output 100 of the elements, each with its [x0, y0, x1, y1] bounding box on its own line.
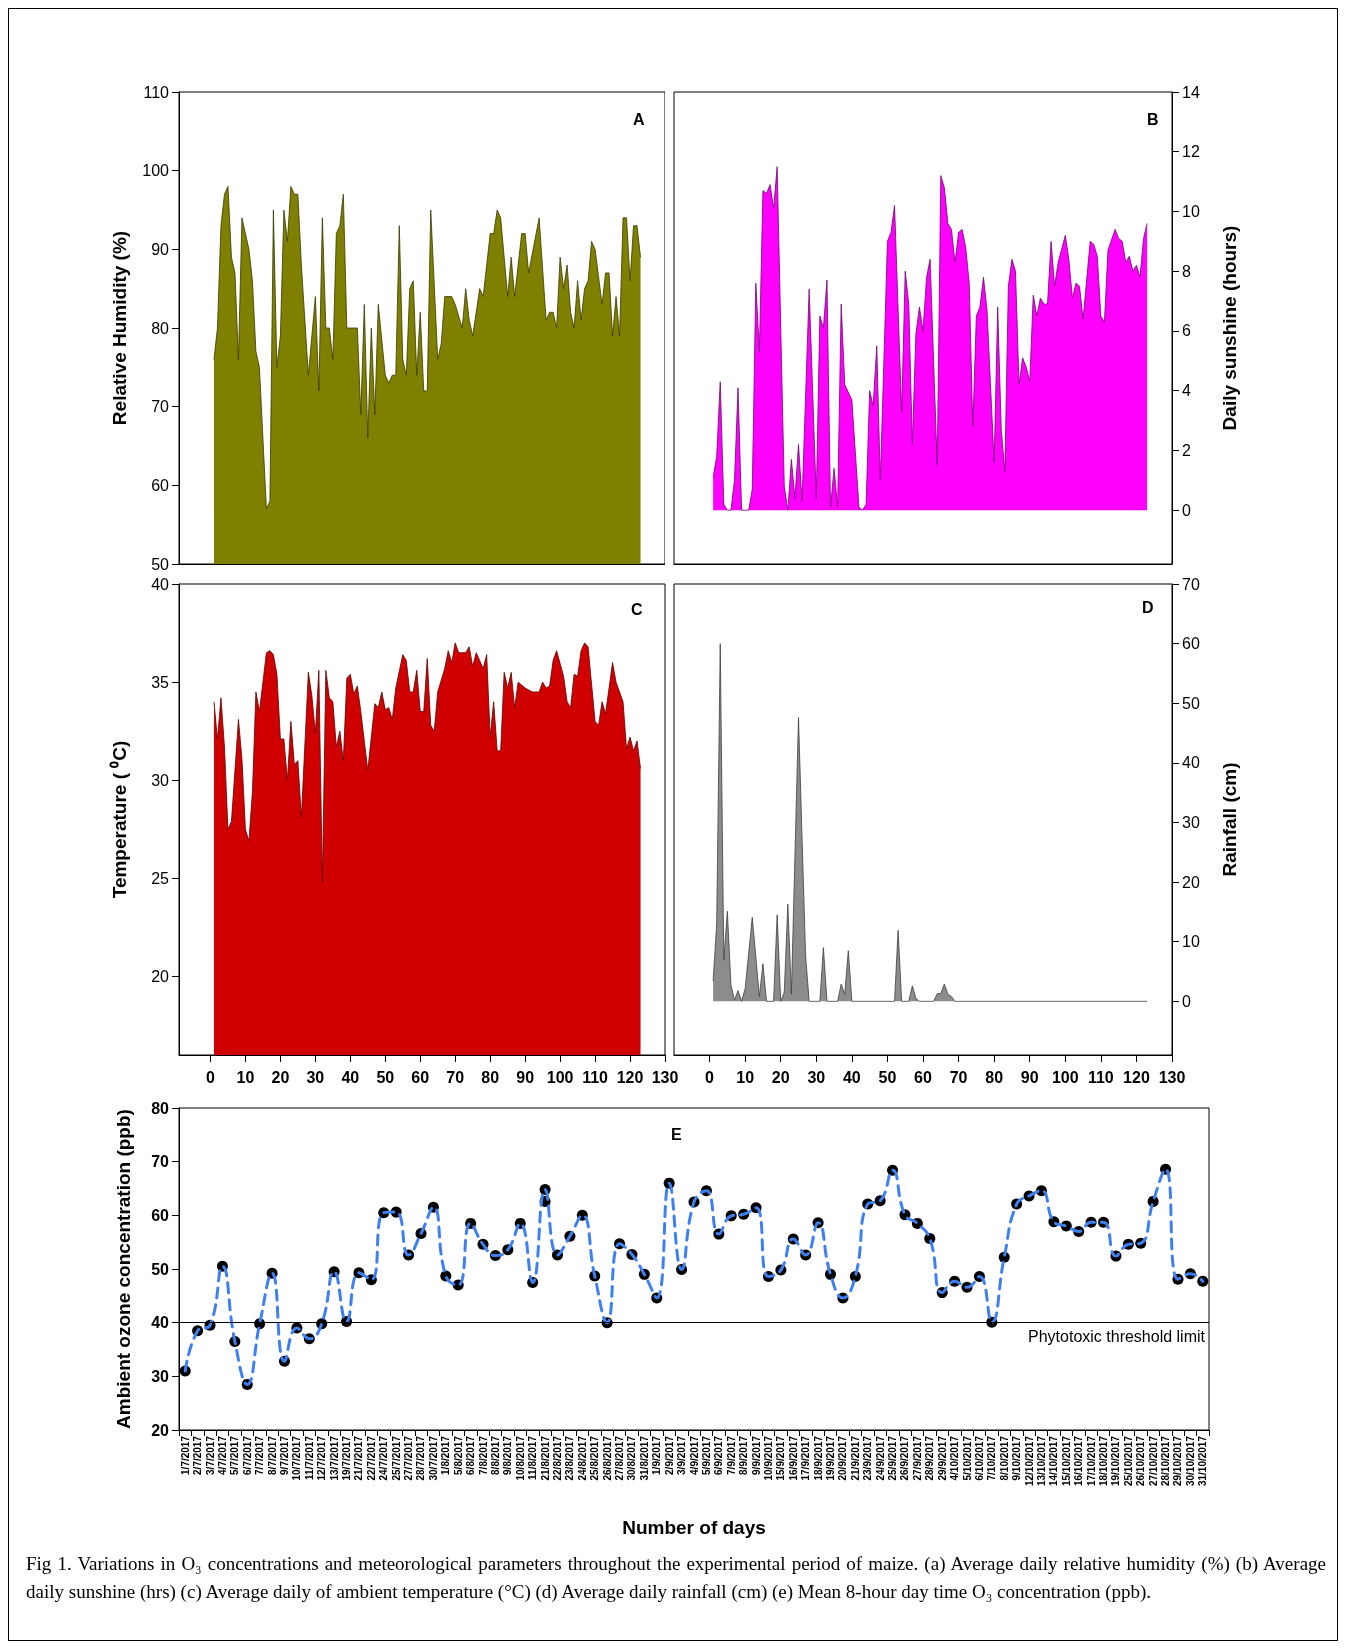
y2-axis-title: Rainfall (cm)	[1219, 762, 1240, 877]
x-tick-label: 130	[651, 1068, 679, 1086]
x-tick-label: 20	[771, 1068, 790, 1086]
x-tick-label: 110	[582, 1068, 609, 1086]
x-tick-label: 100	[1051, 1068, 1079, 1086]
x-tick-label: 10	[236, 1068, 255, 1086]
x-tick-label: 19/10/2017	[1110, 1435, 1122, 1487]
y2-tick-label: 6	[1182, 322, 1191, 340]
x-tick-label: 16/10/2017	[1073, 1435, 1085, 1487]
x-tick-label: 25/10/2017	[1122, 1435, 1134, 1487]
x-tick-label: 7/7/2017	[254, 1435, 266, 1475]
x-tick-label: 10/8/2017	[514, 1435, 526, 1481]
x-tick-label: 5/8/2017	[452, 1435, 464, 1475]
x-tick-label: 100	[546, 1068, 574, 1086]
y-tick-label: 20	[151, 968, 170, 985]
x-tick-label: 17/9/2017	[800, 1435, 812, 1481]
y2-tick-label: 14	[1182, 83, 1200, 101]
x-tick-label: 21/8/2017	[539, 1435, 551, 1481]
ref-line-label: Phytotoxic threshold limit	[1028, 1328, 1206, 1346]
y-tick-label: 110	[143, 83, 170, 101]
x-tick-label: 8/8/2017	[489, 1435, 501, 1475]
y2-tick-label: 2	[1182, 441, 1191, 459]
x-tick-label: 6/8/2017	[465, 1435, 477, 1475]
y-tick-label: 80	[151, 319, 170, 337]
x-tick-label: 1/7/2017	[179, 1435, 191, 1475]
y-tick-label: 40	[151, 1314, 170, 1332]
x-tick-label: 10/7/2017	[291, 1435, 303, 1481]
x-tick-label: 6/9/2017	[713, 1435, 725, 1475]
x-tick-label: 15/9/2017	[775, 1435, 787, 1481]
x-tick-label: 27/10/2017	[1147, 1435, 1159, 1487]
x-tick-label: 40	[341, 1068, 360, 1086]
y2-tick-label: 4	[1182, 382, 1191, 400]
x-tick-label: 28/9/2017	[924, 1435, 936, 1481]
y-tick-label: 70	[151, 1153, 170, 1171]
y2-tick-label: 60	[1182, 635, 1200, 653]
x-tick-label: 0	[705, 1068, 715, 1086]
x-tick-label: 5/9/2017	[700, 1435, 712, 1475]
x-tick-label: 27/7/2017	[403, 1435, 415, 1481]
x-tick-label: 8/10/2017	[998, 1435, 1010, 1481]
x-tick-label: 30/8/2017	[626, 1435, 638, 1481]
y-tick-label: 50	[151, 1260, 170, 1278]
y-tick-label: 50	[151, 555, 170, 573]
x-tick-label: 21/7/2017	[353, 1435, 365, 1481]
x-axis-title: Number of days	[622, 1517, 766, 1538]
x-tick-label: 3/9/2017	[676, 1435, 688, 1475]
x-tick-label: 9/8/2017	[502, 1435, 514, 1475]
x-tick-label: 26/10/2017	[1135, 1435, 1147, 1487]
x-tick-label: 28/10/2017	[1160, 1435, 1172, 1487]
y-tick-label: 20	[151, 1421, 170, 1439]
x-tick-label: 70	[949, 1068, 968, 1086]
x-tick-label: 12/10/2017	[1023, 1435, 1035, 1487]
y2-tick-label: 50	[1182, 694, 1200, 712]
text: B	[1147, 110, 1159, 128]
x-tick-label: 26/8/2017	[601, 1435, 613, 1481]
x-tick-label: 19/7/2017	[341, 1435, 353, 1481]
y2-tick-label: 12	[1182, 143, 1200, 161]
x-tick-label: 29/9/2017	[936, 1435, 948, 1481]
x-tick-label: 1/8/2017	[440, 1435, 452, 1475]
x-tick-label: 6/10/2017	[973, 1435, 985, 1481]
x-tick-label: 4/10/2017	[949, 1435, 961, 1481]
x-tick-label: 50	[878, 1068, 897, 1086]
y-tick-label: 30	[151, 771, 170, 789]
x-tick-label: 25/9/2017	[887, 1435, 899, 1481]
x-tick-label: 21/9/2017	[849, 1435, 861, 1481]
x-tick-label: 0	[206, 1068, 216, 1086]
y2-tick-label: 8	[1182, 262, 1191, 280]
x-tick-label: 11/7/2017	[303, 1435, 315, 1480]
x-tick-label: 23/8/2017	[564, 1435, 576, 1481]
x-tick-label: 7/10/2017	[986, 1435, 998, 1481]
x-tick-label: 12/7/2017	[316, 1435, 328, 1481]
x-tick-label: 8/9/2017	[738, 1435, 750, 1475]
y-axis-title: Relative Humidity (%)	[109, 230, 130, 426]
y-axis-title: Temperature ( ⁰C)	[109, 740, 130, 899]
x-tick-label: 9/10/2017	[1011, 1435, 1023, 1481]
y-axis-title: Ambient ozone concentration (ppb)	[113, 1109, 134, 1429]
x-tick-label: 24/8/2017	[576, 1435, 588, 1481]
y-tick-label: 60	[151, 1206, 170, 1224]
y2-tick-label: 20	[1182, 873, 1200, 891]
x-tick-label: 5/7/2017	[229, 1435, 241, 1475]
x-tick-label: 80	[985, 1068, 1004, 1086]
y2-tick-label: 30	[1182, 813, 1200, 831]
y2-tick-label: 0	[1182, 501, 1191, 519]
x-tick-label: 120	[616, 1068, 644, 1086]
x-tick-label: 4/9/2017	[688, 1435, 700, 1475]
x-tick-label: 18/10/2017	[1098, 1435, 1110, 1487]
x-tick-label: 27/8/2017	[614, 1435, 626, 1481]
x-tick-label: 16/9/2017	[787, 1435, 799, 1481]
x-tick-label: 60	[411, 1068, 430, 1086]
x-tick-label: 27/9/2017	[911, 1435, 923, 1481]
x-tick-label: 3/7/2017	[204, 1435, 216, 1475]
x-tick-label: 25/7/2017	[390, 1435, 402, 1481]
x-tick-label: 23/9/2017	[862, 1435, 874, 1481]
y2-tick-label: 10	[1182, 933, 1200, 951]
x-tick-label: 90	[516, 1068, 535, 1086]
x-tick-label: 13/7/2017	[328, 1435, 340, 1481]
x-tick-label: 1/9/2017	[651, 1435, 663, 1475]
y2-tick-label: 70	[1182, 575, 1200, 593]
x-tick-label: 20	[271, 1068, 290, 1086]
x-tick-label: 20/9/2017	[837, 1435, 849, 1481]
text: A	[633, 110, 645, 128]
